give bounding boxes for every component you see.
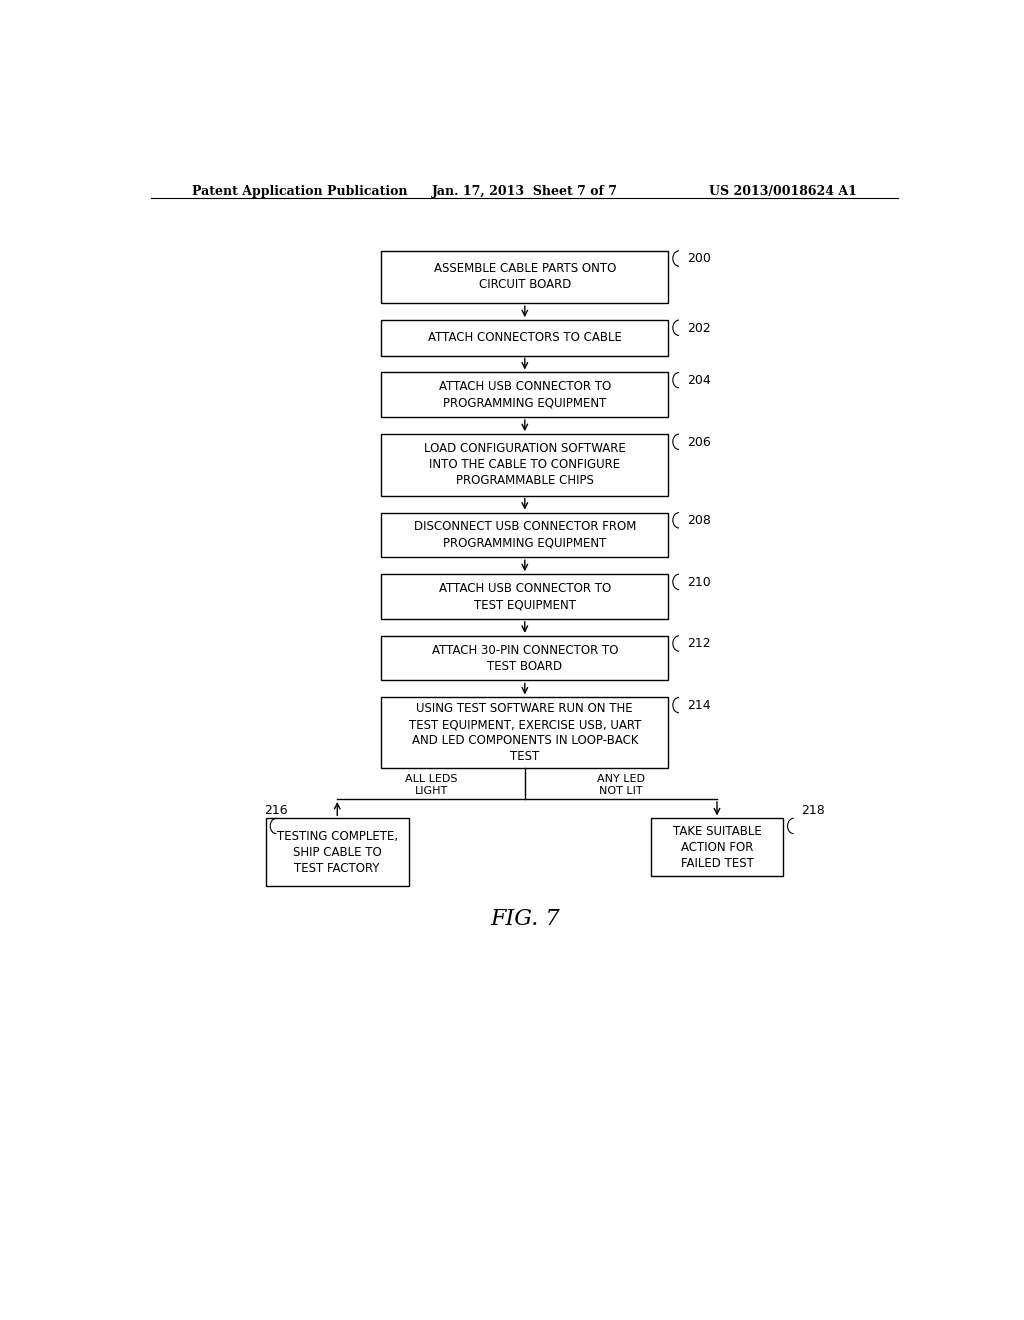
Bar [381,251,669,304]
Bar [265,818,409,886]
Text: 216: 216 [264,804,288,817]
Text: TAKE SUITABLE
ACTION FOR
FAILED TEST: TAKE SUITABLE ACTION FOR FAILED TEST [673,825,762,870]
Text: ASSEMBLE CABLE PARTS ONTO
CIRCUIT BOARD: ASSEMBLE CABLE PARTS ONTO CIRCUIT BOARD [433,263,616,292]
Text: Patent Application Publication: Patent Application Publication [191,185,408,198]
Text: LOAD CONFIGURATION SOFTWARE
INTO THE CABLE TO CONFIGURE
PROGRAMMABLE CHIPS: LOAD CONFIGURATION SOFTWARE INTO THE CAB… [424,442,626,487]
Bar [381,574,669,619]
Bar [381,636,669,681]
Text: 218: 218 [802,804,825,817]
Text: 206: 206 [687,436,711,449]
Bar [381,697,669,768]
Text: DISCONNECT USB CONNECTOR FROM
PROGRAMMING EQUIPMENT: DISCONNECT USB CONNECTOR FROM PROGRAMMIN… [414,520,636,549]
Text: FIG. 7: FIG. 7 [490,908,559,929]
Text: 214: 214 [687,700,711,711]
Text: TESTING COMPLETE,
SHIP CABLE TO
TEST FACTORY: TESTING COMPLETE, SHIP CABLE TO TEST FAC… [276,830,397,875]
Text: USING TEST SOFTWARE RUN ON THE
TEST EQUIPMENT, EXERCISE USB, UART
AND LED COMPON: USING TEST SOFTWARE RUN ON THE TEST EQUI… [409,702,641,763]
Bar [381,512,669,557]
Bar [651,818,783,876]
Text: 200: 200 [687,252,711,265]
Text: ATTACH 30-PIN CONNECTOR TO
TEST BOARD: ATTACH 30-PIN CONNECTOR TO TEST BOARD [431,644,618,673]
Text: 210: 210 [687,576,711,589]
Text: ALL LEDS
LIGHT: ALL LEDS LIGHT [404,775,458,796]
Text: 204: 204 [687,374,711,387]
Bar [381,372,669,417]
Text: ATTACH USB CONNECTOR TO
TEST EQUIPMENT: ATTACH USB CONNECTOR TO TEST EQUIPMENT [438,582,611,611]
Bar [381,434,669,496]
Text: Jan. 17, 2013  Sheet 7 of 7: Jan. 17, 2013 Sheet 7 of 7 [432,185,617,198]
Text: US 2013/0018624 A1: US 2013/0018624 A1 [709,185,856,198]
Text: ATTACH CONNECTORS TO CABLE: ATTACH CONNECTORS TO CABLE [428,331,622,345]
Text: ANY LED
NOT LIT: ANY LED NOT LIT [597,775,645,796]
Text: 202: 202 [687,322,711,335]
Text: ATTACH USB CONNECTOR TO
PROGRAMMING EQUIPMENT: ATTACH USB CONNECTOR TO PROGRAMMING EQUI… [438,380,611,409]
Text: 208: 208 [687,515,711,527]
Bar [381,321,669,355]
Text: 212: 212 [687,638,711,651]
